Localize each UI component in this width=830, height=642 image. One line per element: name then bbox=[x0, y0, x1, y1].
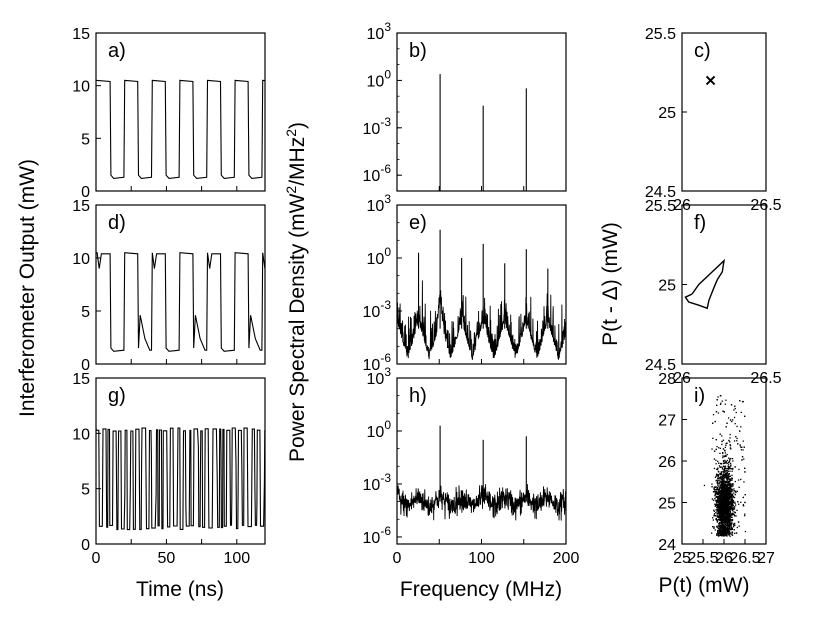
ytick-label-g-3: 15 bbox=[72, 371, 90, 388]
plot-area-e bbox=[397, 229, 566, 360]
xtick-label-h-0: 0 bbox=[393, 550, 402, 567]
return-map-x-label: P(t) (mW) bbox=[659, 574, 750, 597]
plot-area-c bbox=[705, 75, 716, 86]
ytick-label-e-1: 100 bbox=[367, 245, 392, 268]
psd-axis-label: Power Spectral Density (mW2/MHz2) bbox=[283, 122, 309, 462]
panel-label-c: c) bbox=[694, 40, 711, 62]
noise-floor-e bbox=[397, 280, 566, 360]
ytick-label-b-0: 103 bbox=[367, 20, 392, 43]
ytick-label-c-0: 24.5 bbox=[645, 184, 676, 201]
plot-area-a bbox=[96, 79, 265, 179]
ytick-label-h-0: 103 bbox=[367, 365, 392, 388]
ytick-label-a-1: 5 bbox=[81, 131, 90, 148]
panel-h: 103 100 10-3 10-60 100 200 h) bbox=[363, 365, 580, 567]
plot-area-d bbox=[96, 252, 265, 352]
ytick-label-d-3: 15 bbox=[72, 198, 90, 215]
panel-label-a: a) bbox=[108, 40, 126, 62]
ytick-label-d-0: 0 bbox=[81, 357, 90, 374]
output-axis-label: Interferometer Output (mW) bbox=[16, 159, 39, 417]
ytick-label-c-2: 25.5 bbox=[645, 26, 676, 43]
ytick-label-h-1: 100 bbox=[367, 418, 392, 441]
xtick-label-g-2: 100 bbox=[223, 550, 250, 567]
return-map-y-label: P(t - Δ) (mW) bbox=[599, 222, 622, 346]
attractor-loop-f bbox=[684, 258, 726, 310]
point-c-0 bbox=[705, 75, 716, 86]
ytick-label-e-3: 10-6 bbox=[363, 351, 392, 374]
series-line-a bbox=[96, 79, 265, 179]
series-line-g bbox=[96, 427, 265, 531]
panel-label-g: g) bbox=[108, 385, 126, 407]
plot-area-i bbox=[703, 395, 747, 537]
ytick-label-d-2: 10 bbox=[72, 251, 90, 268]
xtick-label-i-2: 26 bbox=[715, 550, 733, 567]
ytick-label-b-3: 10-6 bbox=[363, 162, 392, 185]
panel-label-h: h) bbox=[409, 385, 427, 407]
time-axis-label: Time (ns) bbox=[136, 578, 224, 601]
xtick-label-i-1: 25.5 bbox=[687, 550, 718, 567]
ytick-label-a-2: 10 bbox=[72, 79, 90, 96]
panel-g: 0 5 10 15 0 50 100 g) bbox=[72, 371, 266, 567]
ytick-label-d-1: 5 bbox=[81, 304, 90, 321]
frequency-axis-label: Frequency (MHz) bbox=[400, 578, 562, 601]
ytick-label-b-1: 100 bbox=[367, 67, 392, 90]
plot-area-f bbox=[684, 258, 726, 310]
axes-frame-a bbox=[95, 32, 266, 192]
xtick-label-h-1: 100 bbox=[468, 550, 495, 567]
xtick-label-i-0: 25 bbox=[673, 550, 691, 567]
panel-label-e: e) bbox=[409, 212, 427, 234]
noise-floor-h bbox=[397, 484, 566, 521]
scatter-cloud-i bbox=[703, 395, 747, 537]
xtick-label-i-4: 27 bbox=[757, 550, 775, 567]
ytick-label-h-3: 10-6 bbox=[363, 524, 392, 547]
panel-label-d: d) bbox=[108, 212, 126, 234]
ytick-label-i-3: 27 bbox=[658, 413, 676, 430]
ytick-label-i-4: 28 bbox=[658, 371, 676, 388]
axes-frame-g bbox=[95, 377, 266, 545]
ytick-label-g-2: 10 bbox=[72, 426, 90, 443]
xtick-label-i-3: 26.5 bbox=[729, 550, 760, 567]
ytick-label-i-2: 26 bbox=[658, 454, 676, 471]
panel-e: 103 100 10-3 10-6 e) bbox=[363, 192, 567, 374]
xtick-label-g-0: 0 bbox=[92, 550, 101, 567]
panel-d: 0 5 10 15 d) bbox=[72, 198, 266, 374]
xtick-label-g-1: 50 bbox=[158, 550, 176, 567]
ytick-label-a-3: 15 bbox=[72, 26, 90, 43]
series-line-d bbox=[96, 252, 265, 352]
plot-area-h bbox=[397, 425, 566, 521]
ytick-label-g-0: 0 bbox=[81, 537, 90, 554]
ytick-label-c-1: 25 bbox=[658, 105, 676, 122]
ytick-label-f-0: 24.5 bbox=[645, 357, 676, 374]
ytick-label-f-1: 25 bbox=[658, 278, 676, 295]
panel-a: 0 5 10 15 a) bbox=[72, 26, 266, 201]
ytick-label-e-0: 103 bbox=[367, 192, 392, 215]
ytick-label-e-2: 10-3 bbox=[363, 298, 392, 321]
ytick-label-f-2: 25.5 bbox=[645, 198, 676, 215]
ytick-label-h-2: 10-3 bbox=[363, 471, 392, 494]
ytick-label-a-0: 0 bbox=[81, 184, 90, 201]
axes-frame-d bbox=[95, 204, 266, 365]
panel-label-b: b) bbox=[409, 40, 427, 62]
ytick-label-i-0: 24 bbox=[658, 537, 676, 554]
panel-b: 103 100 10-3 10-6 b) bbox=[363, 20, 567, 192]
panel-label-i: i) bbox=[694, 385, 705, 407]
ytick-label-g-1: 5 bbox=[81, 482, 90, 499]
plot-area-b bbox=[439, 74, 527, 191]
panel-label-f: f) bbox=[694, 212, 706, 234]
ytick-label-b-2: 10-3 bbox=[363, 115, 392, 138]
xtick-label-h-2: 200 bbox=[553, 550, 580, 567]
plot-area-g bbox=[96, 427, 265, 531]
ytick-label-i-1: 25 bbox=[658, 496, 676, 513]
